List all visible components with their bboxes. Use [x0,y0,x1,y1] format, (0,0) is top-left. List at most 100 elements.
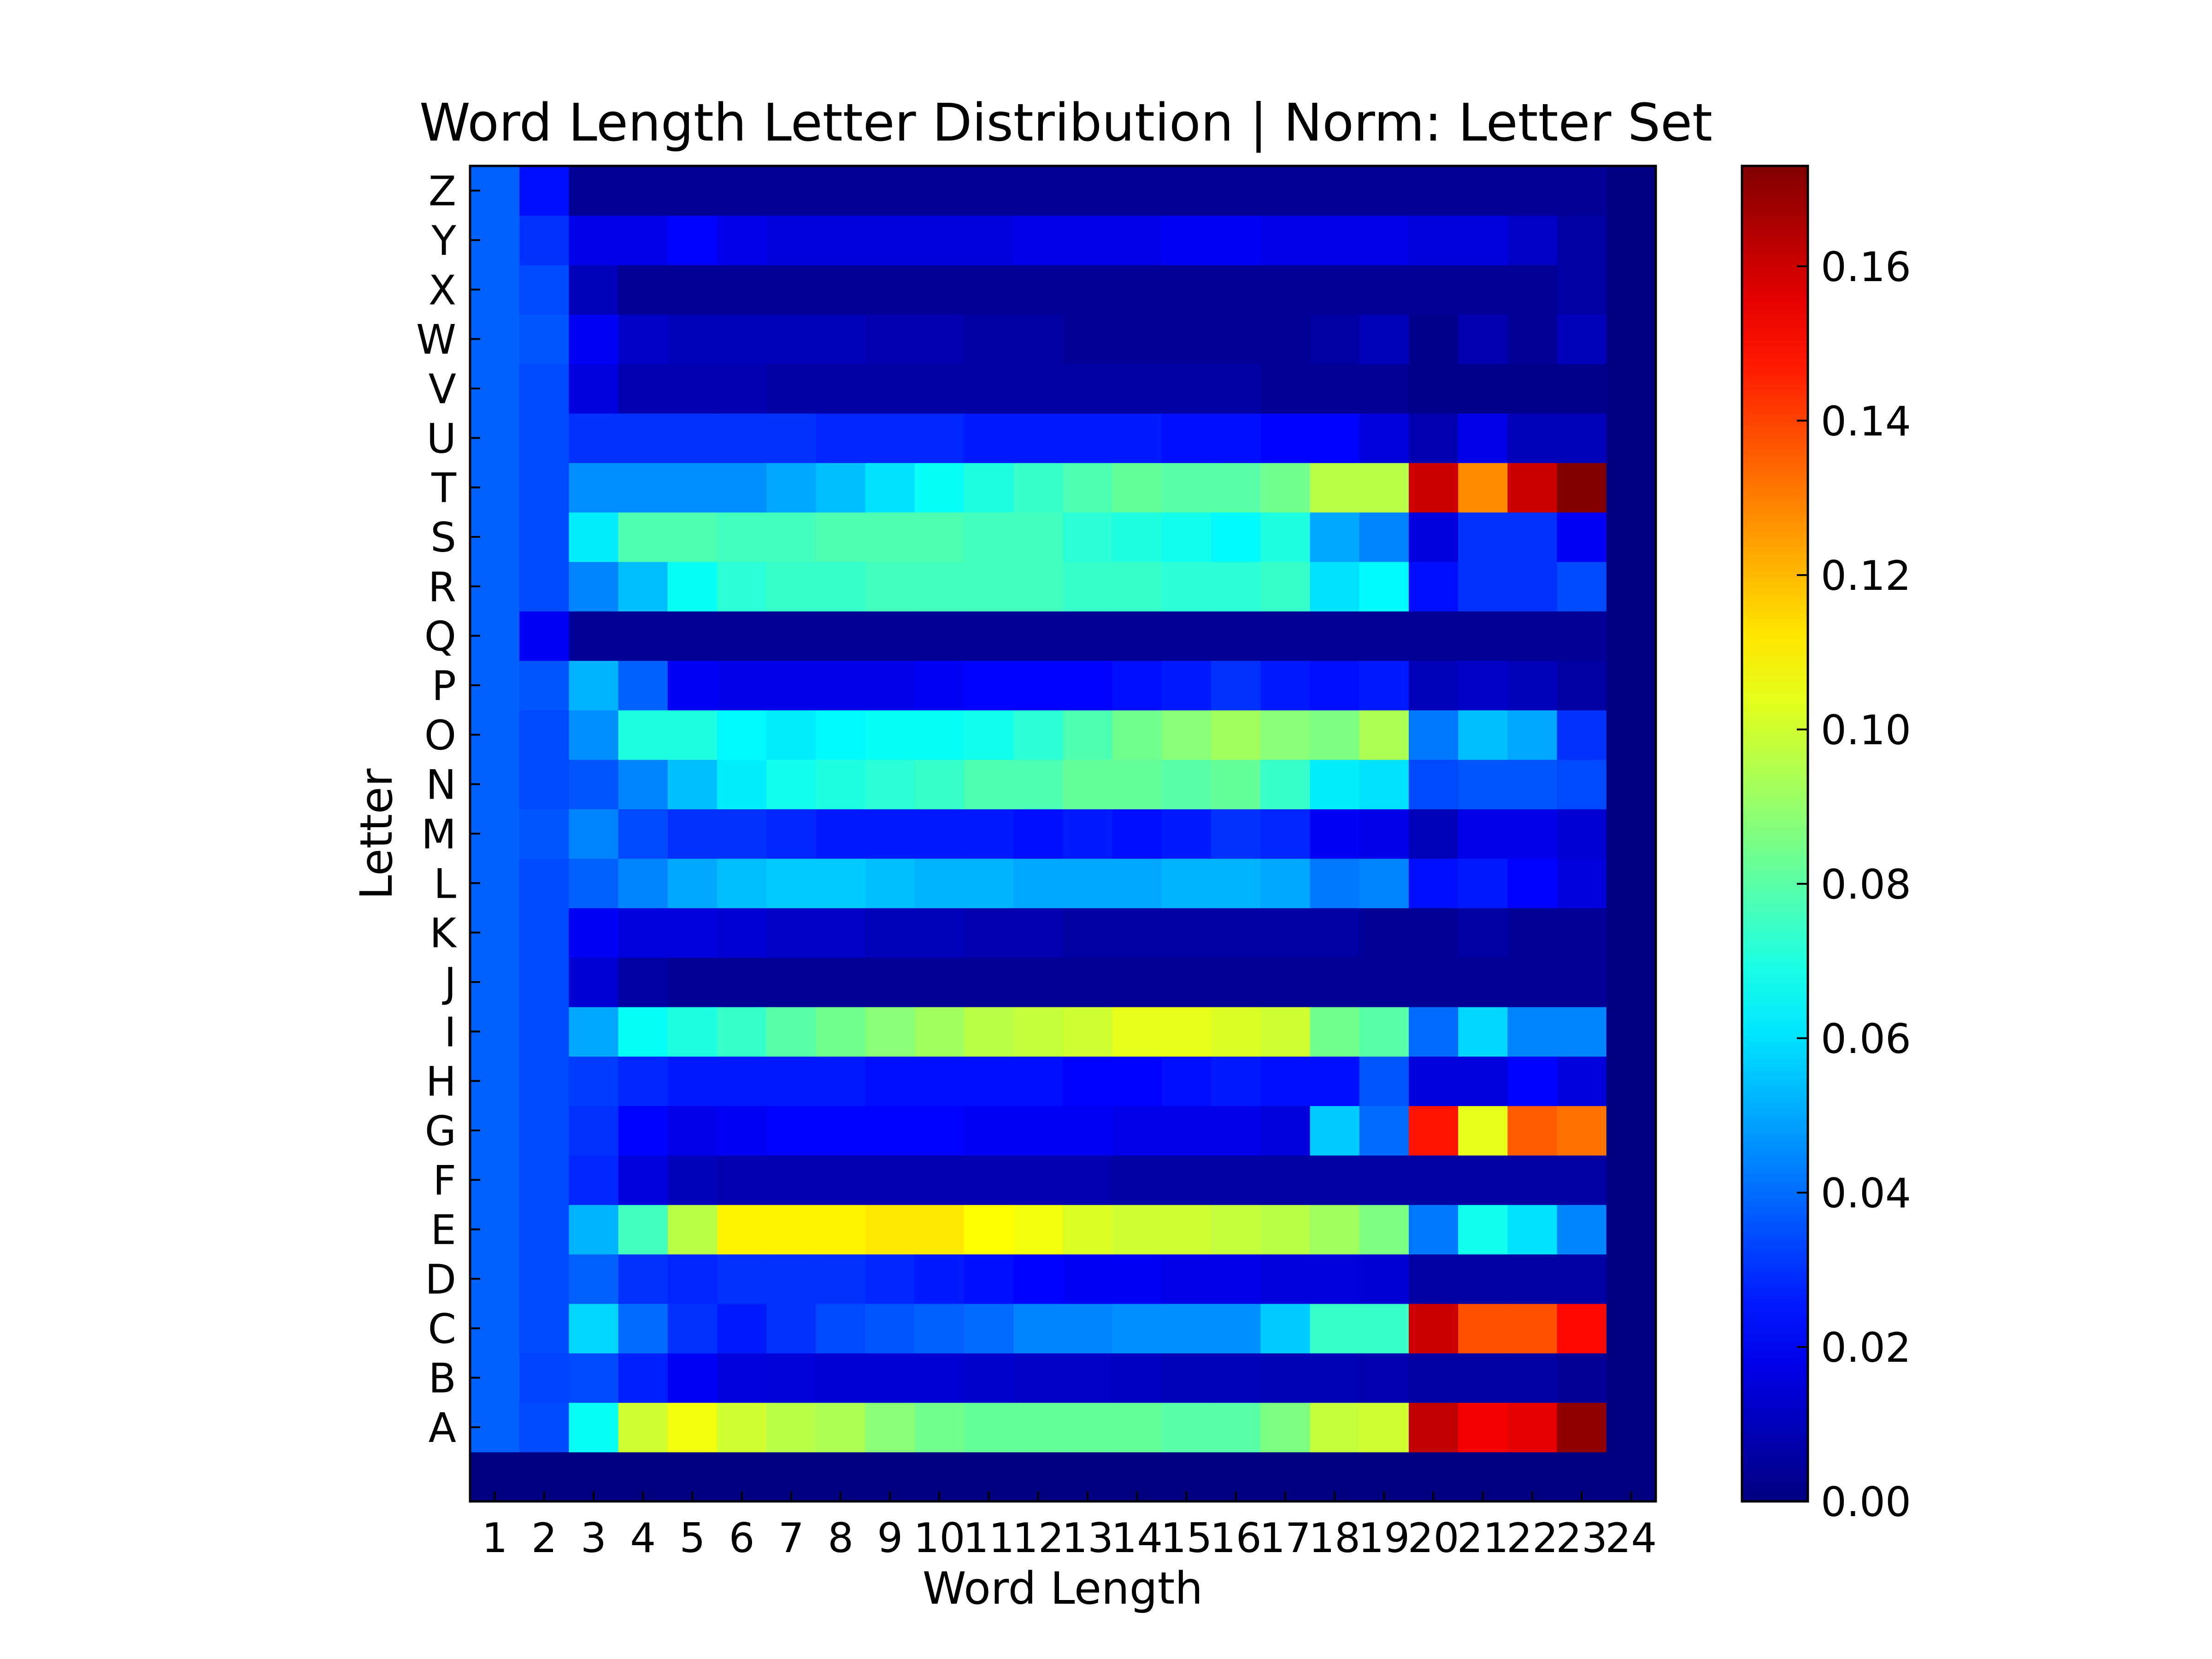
heatmap-cell-C-24 [1606,1303,1656,1353]
heatmap-cell-G-22 [1507,1106,1558,1156]
heatmap-cell-W-21 [1458,314,1508,365]
heatmap-cell-E-11 [964,1205,1014,1255]
heatmap-cell-T-18 [1310,463,1360,513]
heatmap-cell-N-14 [1112,759,1162,810]
heatmap-cell-P-13 [1063,660,1113,711]
heatmap-cell-F-2 [519,1155,570,1205]
heatmap-cell-K-12 [1013,908,1064,958]
heatmap-cell-B-23 [1557,1353,1607,1403]
heatmap-cell-M-15 [1161,809,1212,859]
heatmap-cell-A-9 [865,1402,915,1453]
heatmap-cell-J-22 [1507,957,1558,1007]
y-tick-label: H [426,1058,456,1106]
heatmap-cell-F-23 [1557,1155,1607,1205]
heatmap-cell-L-9 [865,858,915,908]
heatmap-cell-Z-22 [1507,166,1558,216]
heatmap-cell-M-11 [964,809,1014,859]
x-tick-label: 24 [1605,1514,1657,1562]
heatmap-cell-R-11 [964,561,1014,612]
x-tick-label: 10 [913,1514,965,1562]
heatmap-cell-E-19 [1359,1205,1409,1255]
heatmap-cell-N-23 [1557,759,1607,810]
heatmap-cell-D-6 [717,1254,767,1304]
heatmap-cell-H-22 [1507,1056,1558,1106]
heatmap-cell-R-5 [667,561,718,612]
heatmap-cell-T-22 [1507,463,1558,513]
heatmap-cell-W-4 [618,314,668,365]
x-tick-label: 12 [1012,1514,1064,1562]
heatmap-cell-K-5 [667,908,718,958]
y-tick-label: W [416,316,456,364]
heatmap-cell-X-6 [717,265,767,315]
heatmap-cell-W-16 [1211,314,1261,365]
heatmap-cell-S-9 [865,512,915,562]
heatmap-cell-K-4 [618,908,668,958]
heatmap-cell-G-14 [1112,1106,1162,1156]
heatmap-cell-B-7 [766,1353,817,1403]
heatmap-cell-H-14 [1112,1056,1162,1106]
heatmap-cell-J-21 [1458,957,1508,1007]
chart-title: Word Length Letter Distribution | Norm: … [419,93,1712,153]
heatmap-cell-P-17 [1260,660,1311,711]
heatmap-cell-H-16 [1211,1056,1261,1106]
heatmap-cell-Z-15 [1161,166,1212,216]
heatmap-cell-E-4 [618,1205,668,1255]
heatmap-cell-L-5 [667,858,718,908]
y-tick-label: M [421,811,456,858]
heatmap-cell-C-12 [1013,1303,1064,1353]
heatmap-cell-K-9 [865,908,915,958]
heatmap-cell-M-18 [1310,809,1360,859]
heatmap-cell-G-3 [569,1106,619,1156]
heatmap-cell-P-7 [766,660,817,711]
heatmap-cell-K-2 [519,908,570,958]
heatmap-cell-A-23 [1557,1402,1607,1453]
heatmap-cell-N-12 [1013,759,1064,810]
heatmap-cell-M-4 [618,809,668,859]
heatmap-cell-K-24 [1606,908,1656,958]
y-tick-label: U [427,415,456,462]
heatmap-cell-Y-23 [1557,215,1607,265]
heatmap-cell-Y-13 [1063,215,1113,265]
heatmap-cell-M-5 [667,809,718,859]
heatmap-cell-Z-3 [569,166,619,216]
heatmap-cell-O-16 [1211,710,1261,760]
heatmap-cell-S-21 [1458,512,1508,562]
heatmap-cell-V-5 [667,364,718,414]
heatmap-cell-P-22 [1507,660,1558,711]
heatmap-cell-A-20 [1408,1402,1459,1453]
heatmap-cell-G-10 [914,1106,965,1156]
heatmap-cell-D-2 [519,1254,570,1304]
heatmap-cell-U-11 [964,413,1014,463]
heatmap-cell-W-10 [914,314,965,365]
x-tick-label: 1 [482,1514,508,1562]
heatmap-cell-L-17 [1260,858,1311,908]
heatmap-cell-U-7 [766,413,817,463]
heatmap-cell-T-17 [1260,463,1311,513]
heatmap-cell-I-20 [1408,1006,1459,1057]
heatmap-cell-J-17 [1260,957,1311,1007]
heatmap-cell-H-3 [569,1056,619,1106]
heatmap-cell-Y-9 [865,215,915,265]
heatmap-cell-B-19 [1359,1353,1409,1403]
heatmap-cell-C-5 [667,1303,718,1353]
heatmap-cell-B-20 [1408,1353,1459,1403]
heatmap-cell-M-23 [1557,809,1607,859]
y-tick-label: V [429,365,456,413]
heatmap-cell-Z-21 [1458,166,1508,216]
heatmap-cell-X-19 [1359,265,1409,315]
heatmap-cell-D-22 [1507,1254,1558,1304]
heatmap-cell-A-5 [667,1402,718,1453]
heatmap-cell-B-10 [914,1353,965,1403]
heatmap-cell-E-5 [667,1205,718,1255]
y-tick-label: R [428,563,456,611]
heatmap-cell-V-14 [1112,364,1162,414]
heatmap-cell-T-14 [1112,463,1162,513]
heatmap-cell-D-20 [1408,1254,1459,1304]
heatmap-cell-F-21 [1458,1155,1508,1205]
heatmap-cell-Q-7 [766,611,817,661]
heatmap-cell-Q-13 [1063,611,1113,661]
y-tick-label: Y [431,217,456,265]
heatmap-cell-G-21 [1458,1106,1508,1156]
heatmap-cell-Z-6 [717,166,767,216]
heatmap-cell-W-9 [865,314,915,365]
